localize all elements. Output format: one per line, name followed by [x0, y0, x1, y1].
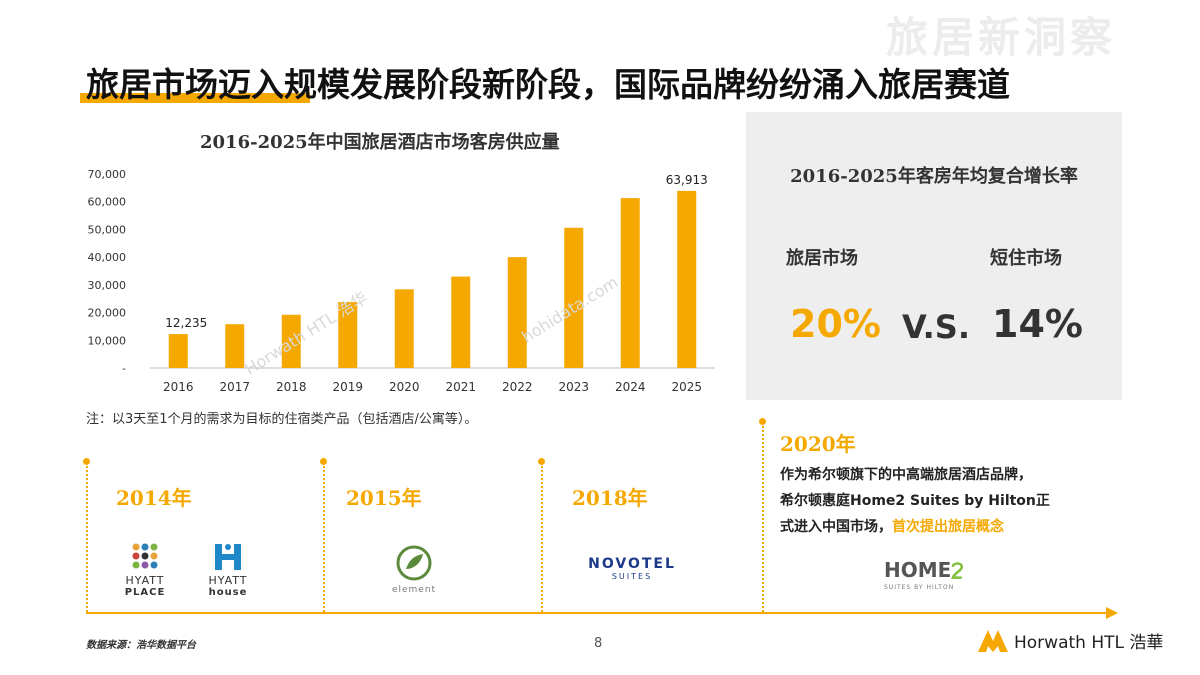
- data-label-2025: 63,913: [666, 173, 708, 187]
- page-title: 旅居市场迈入规模发展阶段新阶段，国际品牌纷纷涌入旅居赛道: [86, 65, 1010, 104]
- element-leaf-icon: [396, 545, 432, 581]
- cagr-left-value: 20%: [790, 302, 881, 346]
- timeline-dot: [320, 458, 327, 465]
- y-tick-label: 70,000: [88, 168, 127, 181]
- brand-text: Horwath HTL 浩華: [1014, 633, 1164, 653]
- x-tick-label: 2022: [502, 380, 533, 394]
- bar-chart: - 10,000 20,000 30,000 40,000 50,000 60,000 70,…: [88, 168, 715, 394]
- timeline-year-2018: 2018年: [572, 486, 648, 510]
- cagr-right-value: 14%: [992, 302, 1083, 346]
- timeline-dot: [83, 458, 90, 465]
- timeline-year-2015: 2015年: [346, 486, 422, 510]
- bar-2025: [677, 190, 697, 368]
- cagr-title: 2016-2025年客房年均复合增长率: [790, 166, 1078, 187]
- title-underline: [80, 93, 310, 103]
- hyatt-place-logo: HYATT PLACE: [118, 542, 172, 598]
- element-logo: element: [386, 545, 442, 595]
- x-tick-label: 2021: [445, 380, 476, 394]
- x-tick-label: 2017: [219, 380, 250, 394]
- hyatt-house-logo: HYATT house: [200, 542, 256, 598]
- bar-2022: [507, 257, 527, 368]
- bar-2021: [451, 276, 471, 368]
- cagr-right-label: 短住市场: [990, 248, 1062, 269]
- chart-title: 2016-2025年中国旅居酒店市场客房供应量: [200, 132, 560, 153]
- data-source: 数据来源：浩华数据平台: [86, 640, 196, 651]
- y-tick-label: 40,000: [88, 251, 127, 264]
- y-tick-label: 50,000: [88, 223, 127, 236]
- header-watermark: 旅居新洞察: [885, 13, 1116, 62]
- desc-highlight: 首次提出旅居概念: [892, 519, 1004, 535]
- timeline-arrow-icon: [1106, 607, 1118, 619]
- bar-2023: [564, 227, 584, 368]
- bar-2020: [394, 289, 414, 368]
- chart-note: 注：以3天至1个月的需求为目标的住宿类产品（包括酒店/公寓等）。: [86, 412, 478, 427]
- bar-2018: [281, 314, 301, 368]
- y-tick-label: 20,000: [88, 307, 127, 320]
- bar-2016: [168, 334, 188, 368]
- horwath-mark-icon: [978, 629, 1008, 652]
- x-tick-label: 2023: [558, 380, 589, 394]
- x-tick-label: 2025: [671, 380, 702, 394]
- desc-line: 式进入中国市场，首次提出旅居概念: [780, 519, 1004, 535]
- data-label-2016: 12,235: [165, 316, 207, 330]
- timeline-connector: [541, 466, 543, 612]
- y-tick-label: 30,000: [88, 279, 127, 292]
- bar-2024: [620, 198, 640, 368]
- y-tick-label: 10,000: [88, 334, 127, 347]
- home2-suites-logo: HOME SUITES BY HILTON: [884, 556, 964, 591]
- x-tick-label: 2018: [276, 380, 307, 394]
- y-tick-label: 60,000: [88, 196, 127, 209]
- x-tick-label: 2016: [163, 380, 194, 394]
- timeline-connector: [762, 426, 764, 612]
- timeline-axis: [86, 612, 1110, 614]
- home2-digit-icon: [951, 562, 964, 579]
- desc-line: 希尔顿惠庭Home2 Suites by Hilton正: [780, 493, 1050, 509]
- timeline-dot: [759, 418, 766, 425]
- brand-logo: Horwath HTL 浩華: [978, 628, 1163, 653]
- cagr-vs: V.S.: [902, 308, 970, 346]
- timeline-connector: [323, 466, 325, 612]
- timeline-connector: [86, 466, 88, 612]
- timeline-year-2020: 2020年: [780, 432, 856, 456]
- x-tick-label: 2024: [615, 380, 646, 394]
- hyatt-place-icon: [132, 543, 158, 569]
- desc-line: 作为希尔顿旗下的中高端旅居酒店品牌，: [780, 467, 1032, 483]
- home2-description: 作为希尔顿旗下的中高端旅居酒店品牌， 希尔顿惠庭Home2 Suites by …: [780, 462, 1110, 540]
- x-tick-label: 2020: [389, 380, 420, 394]
- page-number: 8: [594, 636, 603, 651]
- bar-2019: [338, 302, 358, 368]
- x-tick-label: 2019: [332, 380, 363, 394]
- cagr-left-label: 旅居市场: [786, 248, 858, 269]
- hyatt-house-icon: [215, 544, 241, 570]
- cagr-panel: 2016-2025年客房年均复合增长率 旅居市场 短住市场 20% V.S. 1…: [746, 112, 1122, 400]
- y-tick-label: -: [122, 362, 126, 375]
- timeline-year-2014: 2014年: [116, 486, 192, 510]
- timeline-dot: [538, 458, 545, 465]
- bar-2017: [225, 324, 245, 368]
- novotel-suites-logo: NOVOTEL SUITES: [588, 556, 676, 581]
